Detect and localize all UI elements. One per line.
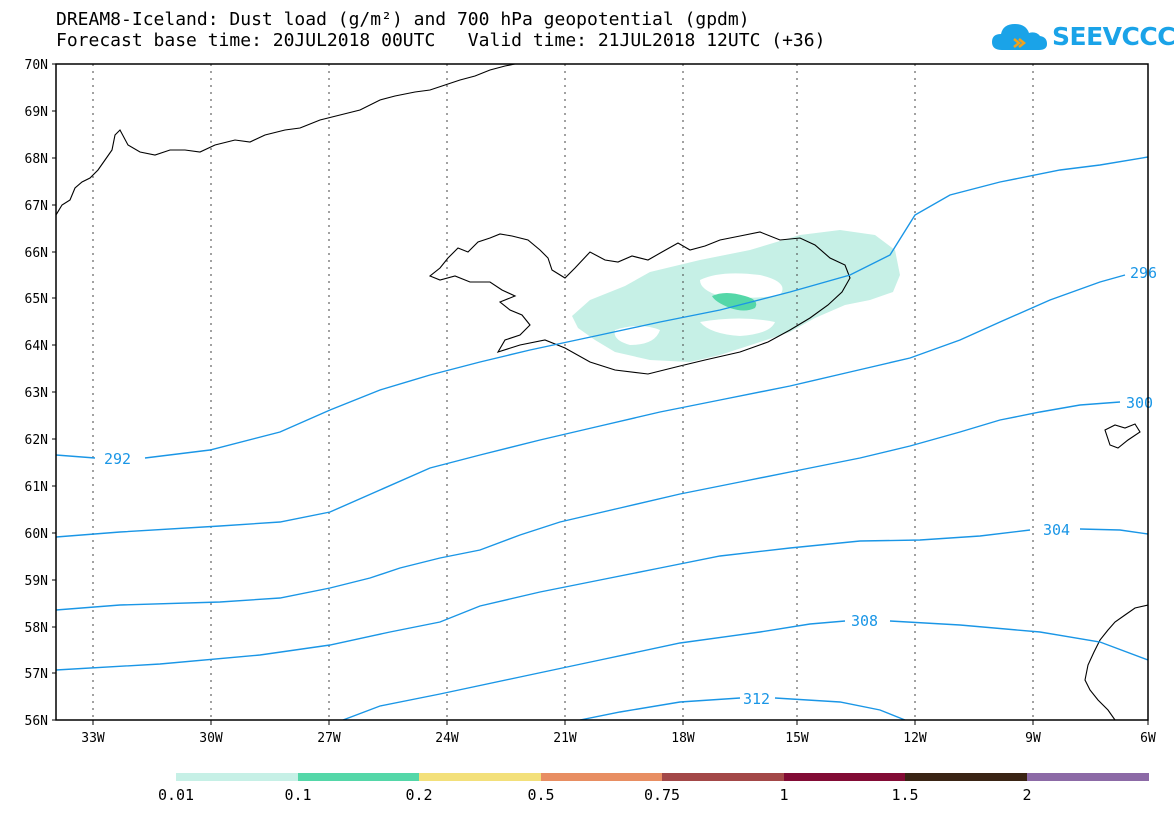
dust-hole-3: [614, 326, 660, 345]
colorbar-segment: [176, 773, 298, 781]
lat-label: 62N: [25, 433, 48, 448]
colorbar-label: 0.2: [405, 786, 433, 804]
lon-label: 33W: [81, 731, 105, 746]
lon-label: 9W: [1025, 731, 1041, 746]
lat-label: 61N: [25, 480, 48, 495]
dust-plume: [572, 230, 900, 362]
contour-label-312: 312: [743, 690, 770, 708]
colorbar-segment: [784, 773, 905, 781]
colorbar-label: 0.5: [527, 786, 555, 804]
faroe-islands: [1104, 423, 1141, 449]
lat-label: 56N: [25, 714, 48, 729]
contour-label-304: 304: [1043, 521, 1070, 539]
lon-label: 6W: [1140, 731, 1156, 746]
contour-300: [56, 401, 1121, 611]
lat-label: 69N: [25, 105, 48, 120]
contour-label-296: 296: [1130, 264, 1157, 282]
cloud-icon: [992, 24, 1047, 50]
colorbar-label: 2: [1022, 786, 1032, 804]
contour-308: [342, 620, 1148, 720]
colorbar-segment: [419, 773, 541, 781]
iceland-coast: [428, 231, 851, 375]
contour-label-292: 292: [104, 450, 131, 468]
contour-292: [56, 156, 1148, 459]
lat-label: 66N: [25, 246, 48, 261]
longitude-labels: 33W 30W 27W 24W 21W 18W 15W 12W 9W 6W: [81, 731, 1156, 746]
lat-label: 63N: [25, 386, 48, 401]
lat-label: 70N: [25, 58, 48, 73]
colorbar-segment: [1027, 773, 1149, 781]
dust-area-mid: [712, 293, 757, 311]
coastlines: [56, 64, 1148, 720]
contour-304: [56, 528, 1148, 671]
lat-label: 59N: [25, 574, 48, 589]
colorbar-segment: [662, 773, 784, 781]
colorbar-label: 1.5: [891, 786, 919, 804]
lon-label: 24W: [435, 731, 459, 746]
colorbar-label: 1: [779, 786, 789, 804]
lat-label: 58N: [25, 621, 48, 636]
logo-text: SEEVCCC: [1052, 22, 1175, 51]
map-title: DREAM8-Iceland: Dust load (g/m²) and 700…: [56, 9, 750, 30]
latitude-labels: 70N 69N 68N 67N 66N 65N 64N 63N 62N 61N …: [25, 58, 48, 729]
lat-label: 67N: [25, 199, 48, 214]
lat-label: 68N: [25, 152, 48, 167]
lat-label: 65N: [25, 292, 48, 307]
graticule: [92, 64, 1034, 720]
contour-label-308: 308: [851, 612, 878, 630]
seevccc-logo: [990, 20, 1140, 56]
colorbar-label: 0.1: [284, 786, 312, 804]
lon-label: 30W: [199, 731, 223, 746]
lon-label: 12W: [903, 731, 927, 746]
lon-label: 27W: [317, 731, 341, 746]
lon-label: 15W: [785, 731, 809, 746]
colorbar-segment: [905, 773, 1027, 781]
dust-hole-2: [700, 318, 775, 336]
plot-frame: [55, 63, 1149, 721]
greenland-coast: [56, 64, 516, 216]
colorbar-label: 0.01: [157, 786, 195, 804]
colorbar-label: 0.75: [643, 786, 681, 804]
contour-labels: 292 296 300 304 308 312: [104, 264, 1157, 708]
lon-label: 18W: [671, 731, 695, 746]
colorbar-segment: [541, 773, 662, 781]
norway-coast: [1084, 604, 1148, 720]
contour-label-300: 300: [1126, 394, 1153, 412]
colorbar: [176, 773, 1149, 781]
contour-312: [579, 697, 906, 720]
colorbar-segment: [298, 773, 419, 781]
axis-ticks: [52, 63, 1149, 725]
contour-296: [56, 274, 1126, 538]
lon-label: 21W: [553, 731, 577, 746]
lat-label: 57N: [25, 667, 48, 682]
geopotential-contours: [56, 156, 1148, 720]
dust-hole-1: [700, 273, 783, 298]
lat-label: 60N: [25, 527, 48, 542]
lat-label: 64N: [25, 339, 48, 354]
forecast-times: Forecast base time: 20JUL2018 00UTC Vali…: [56, 30, 826, 51]
